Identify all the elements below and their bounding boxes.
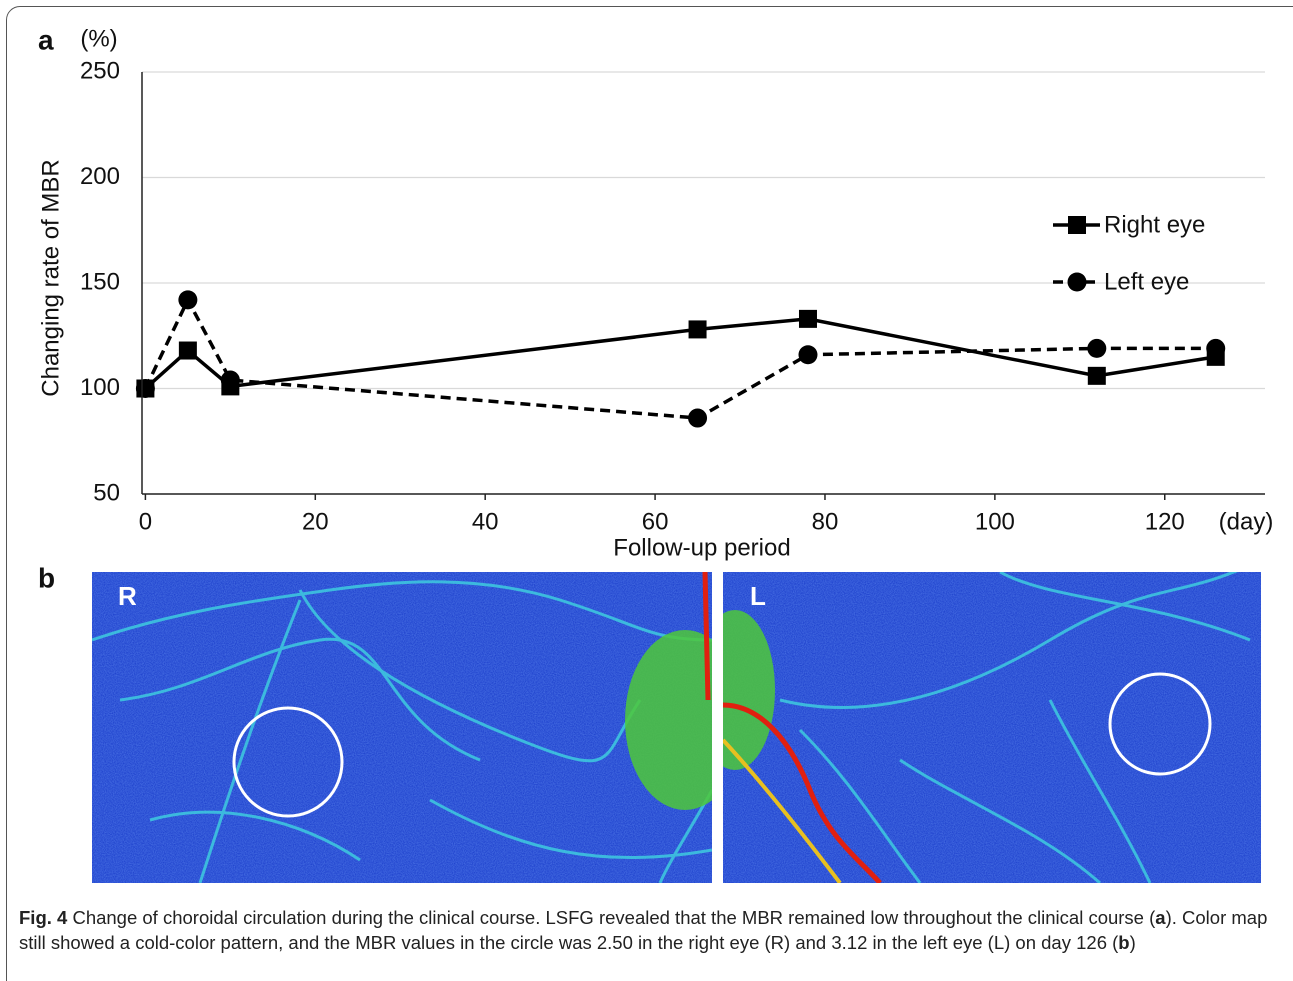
legend-marker bbox=[1068, 216, 1086, 234]
legend-label: Right eye bbox=[1104, 211, 1205, 238]
panel-label: a bbox=[38, 24, 54, 55]
data-point bbox=[799, 310, 817, 328]
legend-marker bbox=[1068, 273, 1087, 292]
plot: 50 100 150 200 250 0 20 40 60 80 100 120 (day) (%) Fol… bbox=[37, 25, 1273, 561]
data-point bbox=[1087, 339, 1106, 358]
data-point bbox=[1088, 367, 1106, 385]
data-point bbox=[221, 371, 240, 390]
x-tick-label: 0 bbox=[139, 508, 152, 535]
y-tick-label: 250 bbox=[80, 57, 120, 84]
data-point bbox=[179, 342, 197, 360]
caption-ref: a bbox=[1155, 907, 1165, 928]
y-axis-label: Changing rate of MBR bbox=[37, 159, 64, 396]
legend-label: Left eye bbox=[1104, 268, 1189, 295]
data-point bbox=[136, 379, 155, 398]
image-label: L bbox=[750, 581, 766, 611]
series-line bbox=[145, 319, 1215, 389]
data-point bbox=[178, 290, 197, 309]
y-tick-label: 150 bbox=[80, 268, 120, 295]
x-tick-label: 40 bbox=[472, 508, 499, 535]
y-tick-label: 200 bbox=[80, 163, 120, 190]
caption: Fig. 4 Change of choroidal circulation d… bbox=[19, 905, 1281, 955]
data-point bbox=[1206, 339, 1225, 358]
x-tick-label: 120 bbox=[1145, 508, 1185, 535]
caption-text: ) bbox=[1130, 932, 1136, 953]
x-tick-label: 20 bbox=[302, 508, 329, 535]
x-tick-label: 80 bbox=[812, 508, 839, 535]
caption-label: Fig. 4 bbox=[19, 907, 67, 928]
series-line bbox=[145, 300, 1215, 418]
y-tick-label: 50 bbox=[93, 479, 120, 506]
data-point bbox=[689, 320, 707, 338]
x-axis-label: Follow-up period bbox=[613, 534, 790, 561]
image-left bbox=[695, 560, 1261, 883]
x-tick-label: 60 bbox=[642, 508, 669, 535]
caption-text: Change of choroidal circulation during t… bbox=[72, 907, 1155, 928]
page: a b 50 100 150 200 250 0 20 40 60 80 100 120 (day) (%… bbox=[0, 0, 1293, 981]
panel-label: b bbox=[38, 562, 55, 593]
data-point bbox=[798, 345, 817, 364]
y-unit: (%) bbox=[80, 25, 117, 52]
x-tick-label: 100 bbox=[975, 508, 1015, 535]
image-right bbox=[92, 572, 745, 883]
x-unit: (day) bbox=[1219, 508, 1274, 535]
image-label: R bbox=[118, 581, 137, 611]
figure: a b 50 100 150 200 250 0 20 40 60 80 100 120 (day) (%… bbox=[0, 0, 1293, 900]
caption-ref: b bbox=[1118, 932, 1129, 953]
data-point bbox=[688, 409, 707, 428]
y-tick-label: 100 bbox=[80, 374, 120, 401]
